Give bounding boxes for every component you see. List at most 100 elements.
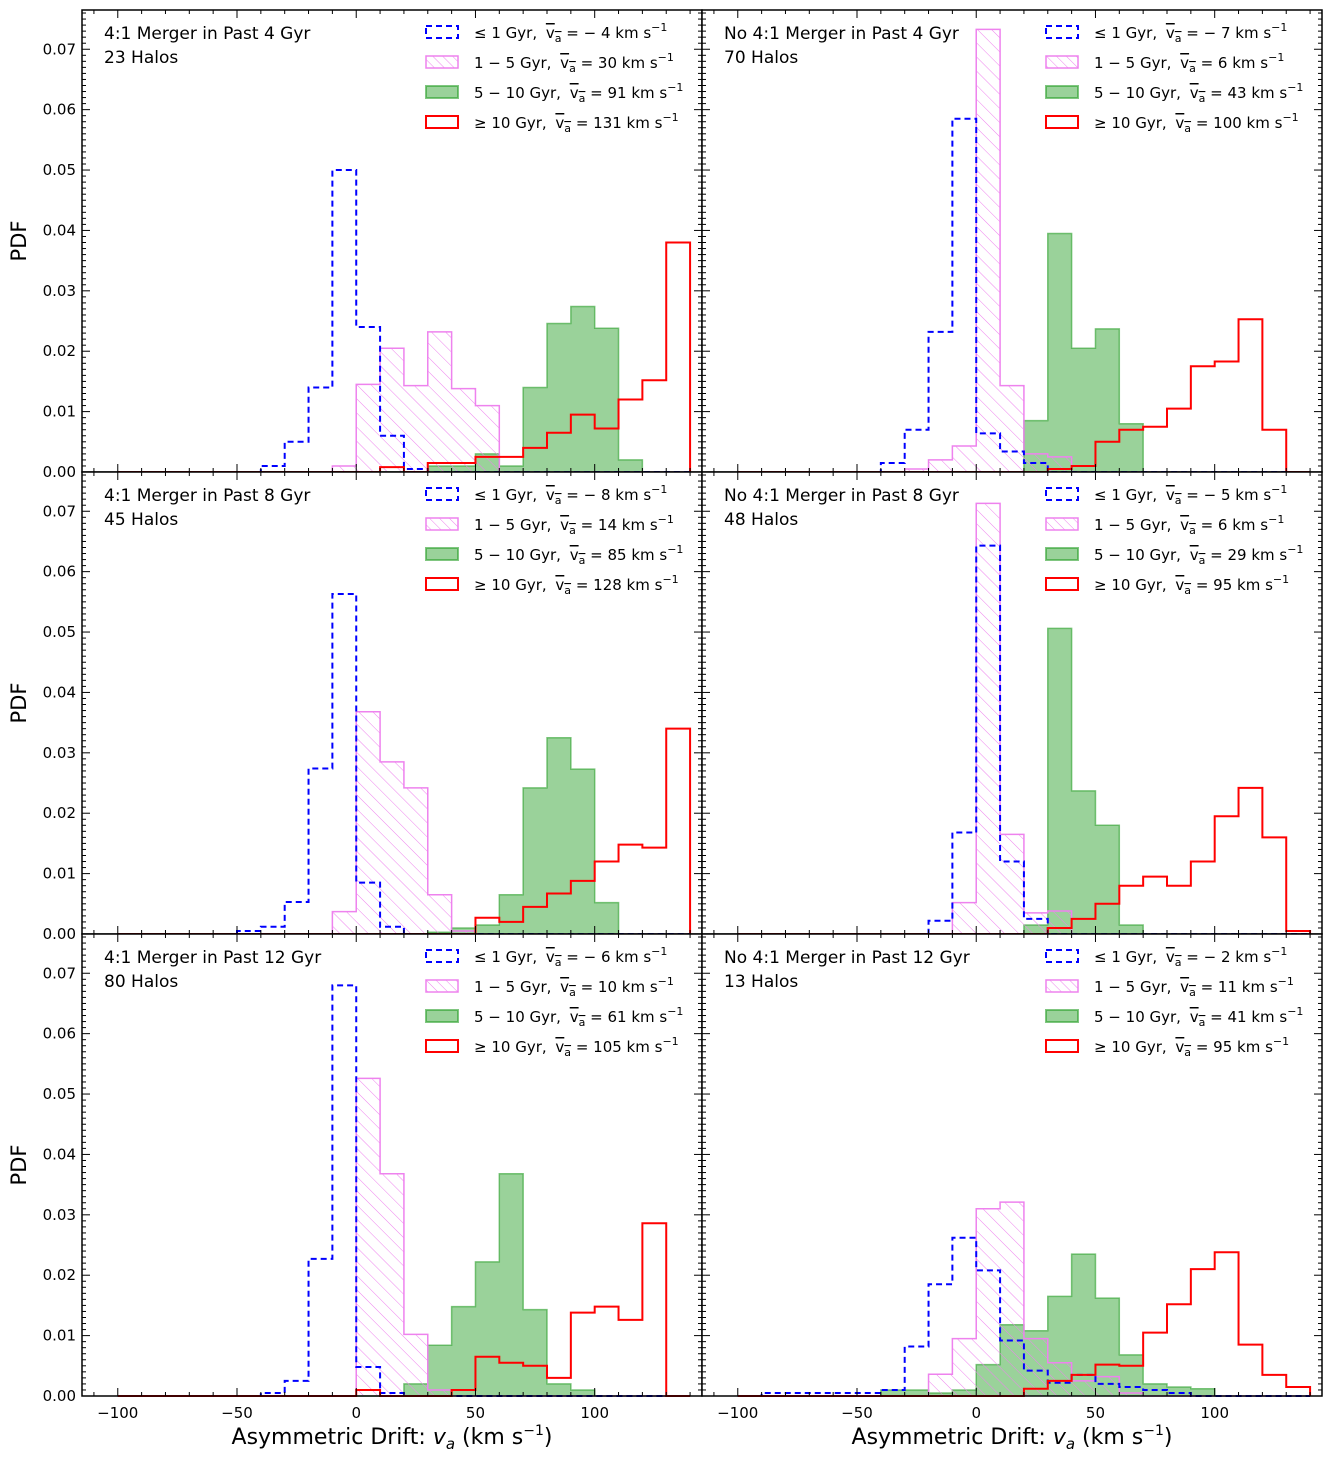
legend-entry: ≥ 10 Gyr, va = 100 km s−1 [1094, 111, 1299, 135]
legend-entry: 5 − 10 Gyr, va = 29 km s−1 [1094, 543, 1303, 567]
legend-handle [1045, 85, 1079, 99]
legend-handle [425, 487, 459, 501]
histogram-fill [117, 331, 691, 472]
histogram-step [117, 169, 691, 473]
legend: ≤ 1 Gyr, va = − 4 km s−1 1 − 5 Gyr, va = … [425, 21, 683, 135]
x-tick-label: 50 [466, 1404, 485, 1422]
legend-entry: 1 − 5 Gyr, va = 6 km s−1 [1094, 51, 1284, 75]
legend-handle [425, 85, 459, 99]
legend: ≤ 1 Gyr, va = − 2 km s−1 1 − 5 Gyr, va = … [1045, 945, 1303, 1059]
panel-halo-count: 80 Halos [104, 972, 178, 992]
legend-handle [425, 577, 459, 591]
legend-entry: ≤ 1 Gyr, va = − 6 km s−1 [474, 945, 667, 969]
y-tick-label: 0.07 [43, 964, 76, 982]
panel-halo-count: 13 Halos [724, 972, 798, 992]
y-tick-label: 0.02 [43, 342, 76, 360]
legend-entry: 5 − 10 Gyr, va = 91 km s−1 [474, 81, 683, 105]
legend-handle [425, 1009, 459, 1023]
histogram-step [737, 1236, 1311, 1397]
legend-handle [425, 55, 459, 69]
legend: ≤ 1 Gyr, va = − 8 km s−1 1 − 5 Gyr, va = … [425, 483, 683, 597]
legend-entry: ≥ 10 Gyr, va = 105 km s−1 [474, 1035, 679, 1059]
legend-handle [1045, 487, 1079, 501]
panel-title: 4:1 Merger in Past 8 Gyr [104, 486, 310, 506]
y-axis-title: PDF [7, 221, 31, 262]
ticks [702, 10, 1322, 473]
y-tick-label: 0.03 [43, 744, 76, 762]
y-tick-label: 0.01 [43, 403, 76, 421]
y-tick-label: 0.05 [43, 161, 76, 179]
y-tick-label: 0.02 [43, 1266, 76, 1284]
legend-handle [425, 115, 459, 129]
y-tick-label: 0.06 [43, 101, 76, 119]
legend-handle [1045, 577, 1079, 591]
legend-handle [425, 25, 459, 39]
y-tick-label: 0.04 [43, 221, 76, 239]
series-le1-gyr [737, 1236, 1311, 1397]
y-tick-label: 0.07 [43, 502, 76, 520]
y-tick-label: 0.03 [43, 282, 76, 300]
panel-1: 0.00 0.01 0.02 0.03 0.04 0.05 0.06 0.07 4:1 Merg… [43, 9, 703, 481]
legend: ≤ 1 Gyr, va = − 5 km s−1 1 − 5 Gyr, va = … [1045, 483, 1303, 597]
legend-entry: ≤ 1 Gyr, va = − 8 km s−1 [474, 483, 667, 507]
panel-title: No 4:1 Merger in Past 8 Gyr [724, 486, 959, 506]
ticks [82, 934, 702, 1397]
panel-grid: 0.00 0.01 0.02 0.03 0.04 0.05 0.06 0.07 4:1 Merg… [43, 9, 1323, 1422]
legend-handle [1045, 1009, 1079, 1023]
x-axis-title: Asymmetric Drift: va (km s−1) [232, 1423, 553, 1453]
series-le1-gyr [117, 169, 691, 473]
legend: ≤ 1 Gyr, va = − 6 km s−1 1 − 5 Gyr, va = … [425, 945, 683, 1059]
legend-entry: ≤ 1 Gyr, va = − 2 km s−1 [1094, 945, 1287, 969]
legend-entry: 5 − 10 Gyr, va = 43 km s−1 [1094, 81, 1303, 105]
legend-handle [425, 547, 459, 561]
x-tick-label: −100 [717, 1404, 758, 1422]
y-tick-label: 0.00 [43, 925, 76, 943]
legend-entry: 5 − 10 Gyr, va = 41 km s−1 [1094, 1005, 1303, 1029]
y-tick-label: 0.03 [43, 1206, 76, 1224]
legend-entry: 1 − 5 Gyr, va = 30 km s−1 [474, 51, 674, 75]
y-tick-label: 0.06 [43, 563, 76, 581]
y-axis-title: PDF [7, 683, 31, 724]
legend-entry: 5 − 10 Gyr, va = 61 km s−1 [474, 1005, 683, 1029]
legend-handle [1045, 517, 1079, 531]
x-tick-label: 0 [351, 1404, 361, 1422]
y-tick-label: 0.06 [43, 1025, 76, 1043]
legend-entry: ≥ 10 Gyr, va = 95 km s−1 [1094, 1035, 1289, 1059]
legend-handle [425, 979, 459, 993]
legend-entry: 1 − 5 Gyr, va = 14 km s−1 [474, 513, 674, 537]
legend-entry: 1 − 5 Gyr, va = 10 km s−1 [474, 975, 674, 999]
histogram-fill [117, 711, 691, 934]
legend-handle [1045, 55, 1079, 69]
x-tick-label: 100 [1200, 1404, 1229, 1422]
legend-entry: ≤ 1 Gyr, va = − 4 km s−1 [474, 21, 667, 45]
legend-entry: ≥ 10 Gyr, va = 95 km s−1 [1094, 573, 1289, 597]
panel-halo-count: 70 Halos [724, 48, 798, 68]
y-tick-label: 0.01 [43, 1327, 76, 1345]
y-tick-label: 0.07 [43, 40, 76, 58]
y-tick-label: 0.00 [43, 1387, 76, 1405]
x-tick-label: 100 [580, 1404, 609, 1422]
panel-3: 0.00 0.01 0.02 0.03 0.04 0.05 0.06 0.07 4:1 Merg… [43, 471, 703, 943]
ticks [702, 934, 1322, 1397]
legend-entry: ≥ 10 Gyr, va = 128 km s−1 [474, 573, 679, 597]
x-tick-label: −50 [221, 1404, 253, 1422]
x-tick-label: −50 [841, 1404, 873, 1422]
legend-entry: ≤ 1 Gyr, va = − 7 km s−1 [1094, 21, 1287, 45]
legend-handle [425, 1039, 459, 1053]
legend-handle [1045, 949, 1079, 963]
x-axis-title: Asymmetric Drift: va (km s−1) [852, 1423, 1173, 1453]
legend-handle [1045, 25, 1079, 39]
panel-halo-count: 45 Halos [104, 510, 178, 530]
legend-handle [425, 949, 459, 963]
y-tick-label: 0.02 [43, 804, 76, 822]
y-tick-label: 0.00 [43, 463, 76, 481]
x-tick-label: 0 [971, 1404, 981, 1422]
legend-entry: ≥ 10 Gyr, va = 131 km s−1 [474, 111, 679, 135]
legend-handle [425, 517, 459, 531]
x-tick-label: −100 [97, 1404, 138, 1422]
legend: ≤ 1 Gyr, va = − 7 km s−1 1 − 5 Gyr, va = … [1045, 21, 1303, 135]
x-tick-label: 50 [1086, 1404, 1105, 1422]
legend-entry: 5 − 10 Gyr, va = 85 km s−1 [474, 543, 683, 567]
legend-handle [1045, 1039, 1079, 1053]
